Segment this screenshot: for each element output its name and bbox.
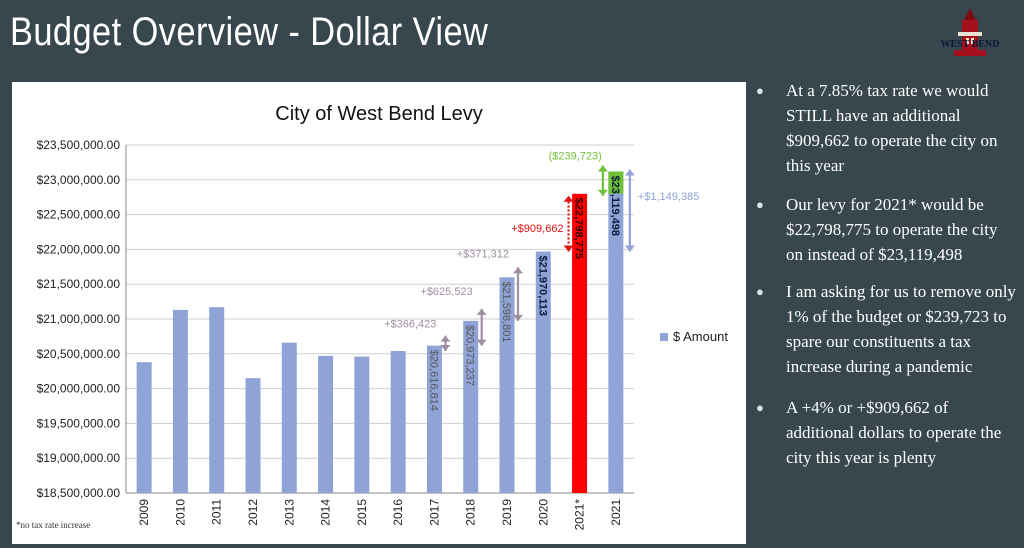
x-tick-label: 2021: [609, 499, 623, 526]
y-tick-label: $20,000,000.00: [37, 382, 121, 396]
arrow-239723-tail: [597, 189, 608, 196]
arrow-1149385-head: [624, 169, 635, 176]
y-tick-label: $22,000,000.00: [37, 242, 121, 256]
legend-label: $ Amount: [673, 329, 728, 344]
annotation-label: +$371,312: [457, 248, 509, 260]
arrow-909662-head: [563, 195, 574, 202]
bullet-text: A +4% or +$909,662 of additional dollars…: [786, 398, 1002, 467]
arrow-1149385-tail: [624, 245, 635, 252]
bar-2021*: [572, 193, 588, 493]
bar-value-label: $21,970,113: [536, 255, 548, 316]
arrow-625523-tail: [476, 339, 487, 346]
bar-2015: [354, 356, 370, 493]
annotation-label: +$625,523: [420, 286, 472, 298]
bullet-dot-icon: ●: [756, 83, 764, 98]
bullet-dot-icon: ●: [756, 400, 764, 415]
bar-2014: [318, 355, 334, 493]
bullet-dot-icon: ●: [756, 197, 764, 212]
y-tick-label: $23,500,000.00: [37, 138, 121, 152]
x-tick-label: 2020: [536, 499, 550, 526]
bar-value-label: $23,119,498: [609, 175, 621, 236]
arrow-371312-tail: [513, 314, 523, 321]
y-tick-label: $19,500,000.00: [37, 416, 121, 430]
bar-2017: [426, 345, 442, 493]
y-tick-label: $18,500,000.00: [37, 486, 121, 500]
bullet-item: ● I am asking for us to remove only 1% of…: [752, 279, 1018, 379]
logo-text: WEST BEND: [940, 39, 999, 50]
x-tick-label: 2011: [210, 499, 224, 525]
x-tick-label: 2014: [319, 499, 333, 526]
x-tick-label: 2021*: [573, 499, 587, 531]
bullet-item: ● Our levy for 2021* would be $22,798,775…: [752, 192, 1018, 267]
arrow-625523-head: [476, 308, 487, 315]
chart-footnote: *no tax rate increase: [16, 520, 90, 530]
levy-bar-chart: $23,500,000.00 $23,000,000.00 $22,500,000.…: [16, 103, 728, 531]
bar-value-label: $20,616,814: [427, 350, 439, 411]
x-tick-label: 2016: [391, 499, 405, 526]
x-tick-label: 2018: [464, 499, 478, 526]
bar-2019: [499, 277, 515, 493]
bullet-dot-icon: ●: [756, 284, 764, 299]
x-tick-label: 2019: [500, 499, 514, 526]
chart-panel: $23,500,000.00 $23,000,000.00 $22,500,000.…: [12, 82, 746, 544]
y-tick-label: $19,000,000.00: [37, 451, 121, 465]
arrow-366423-head: [440, 335, 451, 342]
bar-2011: [209, 307, 225, 493]
bullet-list: ● At a 7.85% tax rate we would STILL have…: [752, 78, 1018, 470]
bar-2021: [608, 171, 624, 493]
bar-2020: [535, 251, 551, 493]
bullet-item: ● A +4% or +$909,662 of additional dollar…: [752, 395, 1018, 470]
y-tick-label: $23,000,000.00: [37, 173, 121, 187]
west-bend-logo: WEST BEND: [940, 8, 1000, 56]
arrow-371312-head: [513, 267, 523, 274]
bar-2016: [390, 351, 406, 493]
bar-2010: [172, 309, 188, 493]
bullet-text: I am asking for us to remove only 1% of …: [786, 282, 1016, 376]
legend-swatch: [660, 333, 668, 341]
x-tick-label: 2017: [427, 499, 441, 526]
x-tick-label: 2010: [173, 499, 187, 526]
annotation-label: +$909,662: [511, 223, 563, 235]
bar-value-label: $22,798,775: [573, 198, 585, 259]
x-tick-label: 2009: [137, 499, 151, 526]
y-tick-label: $20,500,000.00: [37, 347, 121, 361]
bar-2009: [136, 362, 152, 493]
bar-value-label: $20,973,237: [464, 325, 476, 386]
y-tick-label: $21,500,000.00: [37, 277, 121, 291]
annotation-label: +$1,149,385: [638, 191, 699, 203]
x-tick-label: 2012: [246, 499, 260, 526]
y-tick-label: $22,500,000.00: [37, 208, 121, 222]
x-tick-label: 2015: [355, 499, 369, 526]
y-tick-label: $21,000,000.00: [37, 312, 121, 326]
bar-2013: [281, 342, 297, 493]
arrow-909662-tail: [563, 245, 574, 252]
chart-title: City of West Bend Levy: [275, 103, 483, 125]
annotation-label: ($239,723): [549, 150, 602, 162]
arrow-366423-tail: [440, 345, 451, 352]
annotation-label: +$366,423: [384, 319, 436, 331]
bar-value-label: $21,598,801: [500, 281, 512, 342]
green-cap-bar: [608, 171, 624, 194]
slide-title: Budget Overview - Dollar View: [10, 10, 489, 54]
bullet-text: Our levy for 2021* would be $22,798,775 …: [786, 195, 998, 264]
bullet-item: ● At a 7.85% tax rate we would STILL have…: [752, 78, 1018, 178]
bullet-text: At a 7.85% tax rate we would STILL have …: [786, 81, 998, 175]
bar-2012: [245, 378, 261, 493]
bar-2018: [463, 320, 479, 493]
x-tick-label: 2013: [282, 499, 296, 526]
arrow-239723-head: [597, 165, 608, 172]
